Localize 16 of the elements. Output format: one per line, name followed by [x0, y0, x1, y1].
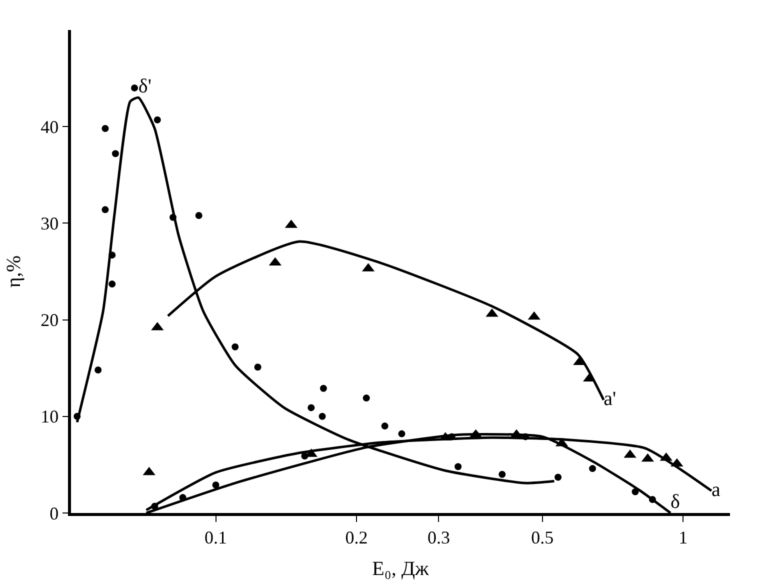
- y-tick-label: 10: [40, 406, 59, 427]
- x-tick-label: 1: [678, 527, 688, 548]
- series-label: δ': [138, 76, 152, 98]
- y-tick-label: 0: [50, 503, 59, 524]
- x-axis-title: E₀, Дж: [372, 558, 430, 580]
- x-tick-label: 0.3: [427, 527, 450, 548]
- series-label: a': [604, 388, 616, 410]
- y-axis-title: η,%: [3, 255, 26, 288]
- x-tick-label: 0.5: [531, 527, 554, 548]
- y-tick-label: 30: [40, 214, 59, 234]
- series-label: δ: [670, 491, 680, 513]
- y-tick-label: 40: [40, 116, 59, 137]
- y-tick-label: 20: [40, 310, 59, 330]
- series-label: a: [711, 478, 720, 501]
- x-tick-label: 0.1: [204, 527, 228, 548]
- x-tick-label: 0.2: [345, 527, 368, 548]
